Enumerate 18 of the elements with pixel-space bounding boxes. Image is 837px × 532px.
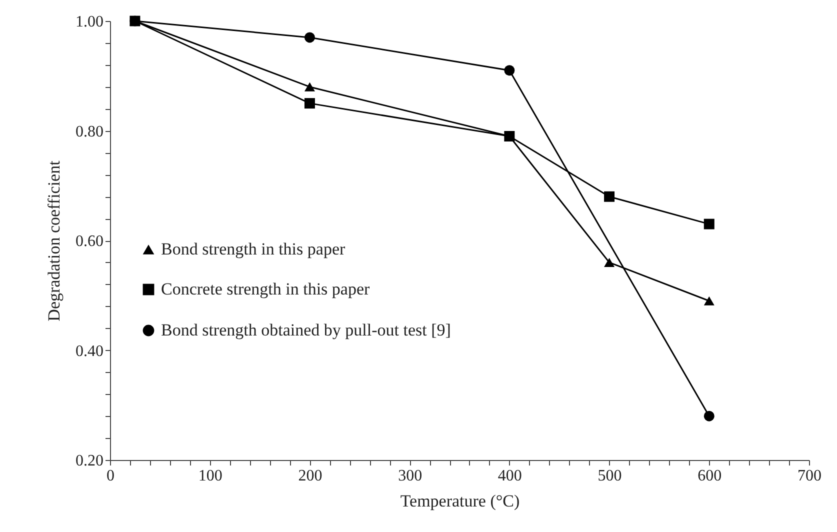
x-tick-label: 600 [698,468,722,484]
y-tick-label: 1.00 [76,14,104,30]
x-tick-label: 0 [106,468,114,484]
x-tick-label: 400 [498,468,522,484]
legend-label: Bond strength in this paper [161,240,346,258]
y-tick-label: 0.80 [76,123,104,140]
y-tick-label: 0.60 [76,233,104,250]
legend-label: Concrete strength in this paper [161,280,370,298]
x-tick-label: 700 [798,468,822,484]
x-tick-label: 500 [598,468,622,484]
y-tick-label: 0.40 [76,342,104,360]
x-tick-label: 200 [298,468,322,484]
x-axis-title: Temperature (°C) [400,492,520,510]
y-tick-label: 0.20 [76,452,104,470]
legend-label: Bond strength obtained by pull-out test [9] [161,320,451,340]
y-axis-title: Degradation coefficient [44,160,64,322]
x-tick-label: 300 [398,468,422,484]
x-tick-label: 100 [198,468,222,484]
